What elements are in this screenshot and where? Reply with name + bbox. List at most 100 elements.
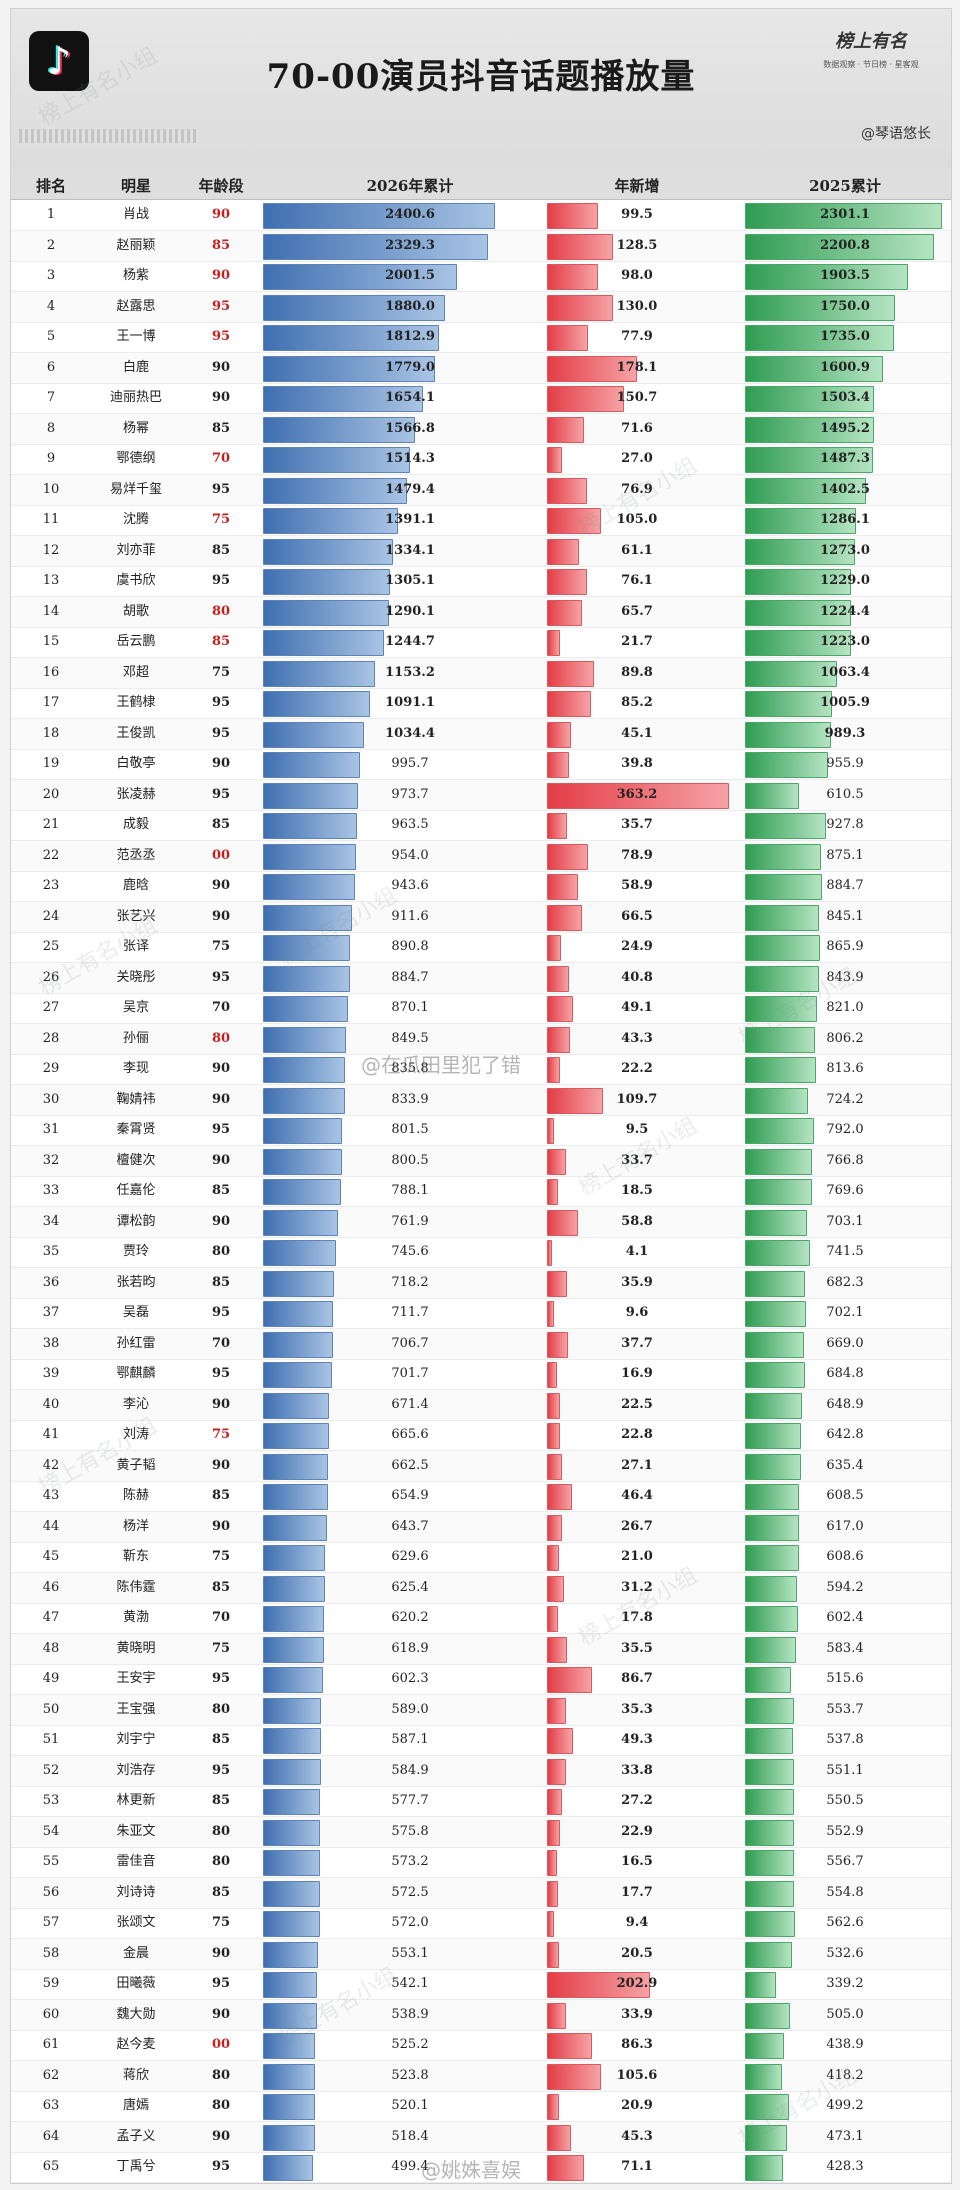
age-cell: 90 <box>211 2128 231 2144</box>
bar-2025 <box>745 996 817 1022</box>
table-row: 13 虞书欣 95 1305.1 76.1 1229.0 <box>11 566 951 597</box>
rank-cell: 32 <box>42 1152 60 1168</box>
value-new: 35.9 <box>621 1274 653 1290</box>
value-2025: 438.9 <box>826 2037 864 2052</box>
rank-cell: 22 <box>42 847 60 863</box>
value-2025: 473.1 <box>826 2128 864 2144</box>
bar-new <box>547 477 588 504</box>
rank-cell: 25 <box>42 939 60 954</box>
star-name: 白鹿 <box>122 359 149 375</box>
value-2025: 669.0 <box>826 1335 864 1351</box>
age-cell: 90 <box>211 908 231 924</box>
value-2026: 801.5 <box>391 1122 429 1137</box>
table-row: 55 雷佳音 80 573.2 16.5 556.7 <box>11 1847 951 1878</box>
value-2026: 629.6 <box>391 1549 429 1564</box>
value-2025: 1750.0 <box>820 298 870 314</box>
table-row: 35 贾玲 80 745.6 4.1 741.5 <box>11 1237 951 1268</box>
bar-2026 <box>263 874 356 900</box>
value-new: 33.9 <box>621 2006 653 2022</box>
age-cell: 75 <box>211 1427 231 1442</box>
table-row: 60 魏大勋 90 538.9 33.9 505.0 <box>11 1999 951 2031</box>
value-new: 18.5 <box>621 1183 653 1198</box>
bar-2025 <box>745 1423 802 1449</box>
value-2025: 553.7 <box>826 1701 864 1717</box>
rank-cell: 54 <box>42 1823 60 1839</box>
value-2025: 989.3 <box>824 725 866 741</box>
bar-new <box>547 1270 567 1297</box>
bar-2025 <box>745 1667 791 1693</box>
star-name: 沈腾 <box>122 512 149 527</box>
bar-2026 <box>263 1941 318 1968</box>
value-2025: 703.1 <box>826 1213 864 1229</box>
table-row: 45 靳东 75 629.6 21.0 608.6 <box>11 1542 951 1573</box>
table-row: 10 易烊千玺 95 1479.4 76.9 1402.5 <box>11 474 951 506</box>
value-2025: 884.7 <box>826 878 864 893</box>
star-name: 白敬亭 <box>116 756 156 771</box>
age-cell: 70 <box>211 1000 231 1015</box>
value-2025: 875.1 <box>826 847 864 863</box>
table-row: 26 关晓彤 95 884.7 40.8 843.9 <box>11 962 951 994</box>
star-name: 邓超 <box>122 664 149 680</box>
rank-cell: 36 <box>42 1274 60 1290</box>
value-2026: 2400.6 <box>385 207 435 222</box>
value-2026: 553.1 <box>391 1945 429 1961</box>
value-2025: 602.4 <box>826 1610 864 1625</box>
value-2025: 865.9 <box>826 939 864 954</box>
star-name: 王鹤棣 <box>116 695 156 710</box>
value-2025: 554.8 <box>826 1884 864 1900</box>
value-new: 40.8 <box>621 969 653 985</box>
bar-2025 <box>745 264 909 290</box>
bar-2026 <box>263 233 489 260</box>
age-cell: 80 <box>211 1823 231 1839</box>
bar-2025 <box>745 1270 805 1297</box>
star-name: 陈伟霆 <box>116 1579 156 1595</box>
star-name: 成毅 <box>122 817 149 832</box>
bar-2026 <box>263 477 407 504</box>
rank-cell: 2 <box>46 237 56 253</box>
bar-new <box>547 1819 561 1846</box>
table-row: 23 鹿晗 90 943.6 58.9 884.7 <box>11 871 951 902</box>
rank-cell: 15 <box>42 634 60 649</box>
value-new: 20.9 <box>621 2098 653 2113</box>
bar-2025 <box>745 904 819 931</box>
value-2026: 572.0 <box>391 1915 429 1930</box>
bar-new <box>547 508 602 534</box>
star-name: 鄂德纲 <box>116 451 156 466</box>
value-new: 21.7 <box>621 634 653 649</box>
value-2025: 1005.9 <box>820 695 870 710</box>
value-2025: 418.2 <box>826 2067 864 2083</box>
value-new: 58.9 <box>621 878 653 893</box>
table-row: 65 丁禹兮 95 499.4 71.1 428.3 <box>11 2152 951 2183</box>
bar-2025 <box>745 1331 804 1358</box>
col-star: 明星 <box>120 177 151 195</box>
bar-new <box>547 599 582 626</box>
bar-new <box>547 1667 592 1693</box>
rank-cell: 37 <box>42 1305 60 1320</box>
value-new: 33.7 <box>621 1152 653 1168</box>
bar-2026 <box>263 294 446 321</box>
bar-2026 <box>263 1758 322 1785</box>
bar-new <box>547 1789 563 1815</box>
value-2026: 973.7 <box>391 786 429 802</box>
bar-2026 <box>263 1789 321 1815</box>
value-2025: 741.5 <box>826 1244 864 1259</box>
bar-2026 <box>263 721 365 748</box>
bar-2026 <box>263 1148 342 1175</box>
star-name: 杨紫 <box>122 268 149 283</box>
bar-2026 <box>263 1301 334 1327</box>
rank-cell: 47 <box>42 1610 60 1625</box>
bar-new <box>547 1636 567 1663</box>
value-2025: 1402.5 <box>820 481 870 497</box>
value-2026: 654.9 <box>391 1488 429 1503</box>
value-new: 26.7 <box>621 1518 653 1534</box>
value-new: 61.1 <box>621 542 653 558</box>
value-2025: 821.0 <box>826 1000 864 1015</box>
value-2025: 843.9 <box>826 969 864 985</box>
col-rank: 排名 <box>35 177 66 195</box>
value-2026: 2329.3 <box>385 237 435 253</box>
age-cell: 95 <box>211 1762 231 1778</box>
value-2026: 602.3 <box>391 1671 429 1686</box>
bar-2025 <box>745 569 852 595</box>
bar-2026 <box>263 508 399 534</box>
value-2025: 550.5 <box>826 1793 864 1808</box>
